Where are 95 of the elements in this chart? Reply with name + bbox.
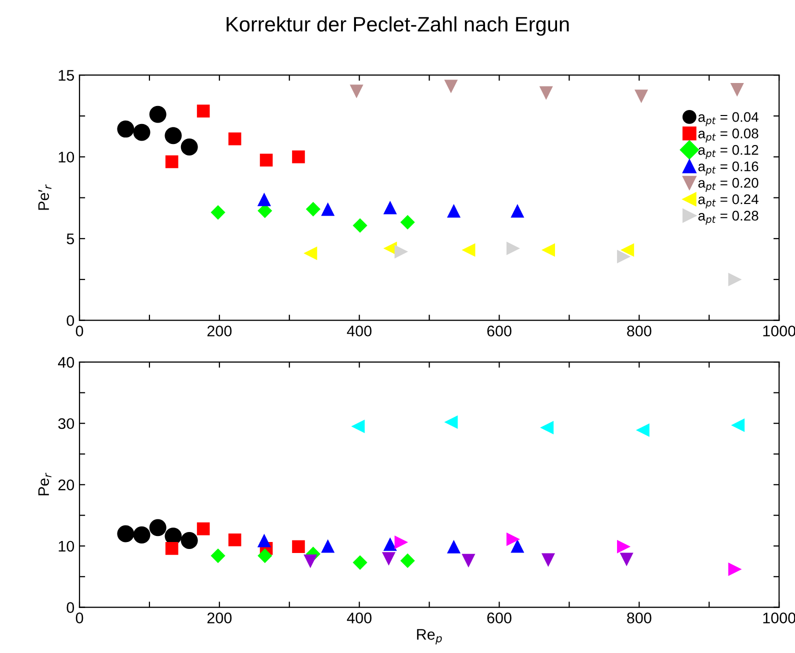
x-axis-title: Re$_{p}$ <box>417 629 442 644</box>
x-tick-label: 1000 <box>763 326 795 336</box>
legend-label: a$_{pt}$ = 0.20 <box>698 178 758 192</box>
legend-label: a$_{pt}$ = 0.04 <box>698 112 758 126</box>
point <box>257 192 271 206</box>
point <box>292 540 305 553</box>
y-axis-title: Pe′$_{r}$ <box>38 184 52 210</box>
point <box>462 243 476 257</box>
point <box>382 552 396 566</box>
point <box>636 423 650 437</box>
legend-label: a$_{pt}$ = 0.12 <box>698 144 758 159</box>
point <box>165 542 178 555</box>
point <box>383 537 397 551</box>
point <box>540 420 554 434</box>
point <box>620 243 634 257</box>
point <box>394 536 408 550</box>
point <box>228 132 242 146</box>
point <box>304 246 318 260</box>
point <box>728 272 742 286</box>
x-tick-label: 800 <box>627 612 652 624</box>
x-tick-label: 400 <box>346 612 372 624</box>
point <box>352 218 368 233</box>
point <box>462 554 476 568</box>
y-tick-label: 0 <box>66 315 74 326</box>
point <box>510 539 524 553</box>
point <box>210 548 226 564</box>
point <box>228 533 242 546</box>
y-tick-label: 40 <box>58 356 74 368</box>
point <box>731 418 745 432</box>
chart-title: Korrektur der Peclet-Zahl nach Ergun <box>226 16 569 36</box>
point <box>510 204 524 218</box>
y-tick-label: 5 <box>66 234 74 244</box>
point <box>165 155 178 168</box>
x-tick-label: 600 <box>487 326 512 336</box>
point <box>257 534 271 548</box>
x-tick-label: 800 <box>627 326 652 336</box>
point <box>258 548 272 564</box>
y-tick-label: 30 <box>58 418 74 430</box>
point <box>394 244 408 258</box>
point <box>260 154 273 167</box>
point <box>506 242 520 256</box>
point <box>444 80 458 94</box>
x-tick-label: 600 <box>487 612 512 624</box>
point <box>180 138 198 156</box>
point <box>351 420 365 434</box>
point <box>447 540 461 554</box>
x-tick-label: 1000 <box>763 612 795 624</box>
y-tick-label: 0 <box>66 602 74 613</box>
point <box>149 519 166 536</box>
point <box>730 83 744 97</box>
point <box>196 522 210 536</box>
point <box>292 150 305 164</box>
point <box>444 415 458 429</box>
point <box>617 540 631 554</box>
point <box>210 205 226 220</box>
point <box>634 90 648 104</box>
point <box>350 84 364 98</box>
point <box>383 200 397 214</box>
y-tick-label: 15 <box>58 70 74 81</box>
x-tick-label: 200 <box>207 326 232 336</box>
legend-label: a$_{pt}$ = 0.08 <box>698 128 758 143</box>
x-tick-label: 0 <box>76 612 84 624</box>
y-tick-label: 10 <box>58 540 74 552</box>
y-tick-label: 20 <box>58 480 74 490</box>
point <box>541 553 555 567</box>
point <box>117 120 134 138</box>
legend-label: a$_{pt}$ = 0.16 <box>698 161 758 176</box>
point <box>506 532 520 546</box>
legend-label: a$_{pt}$ = 0.28 <box>698 210 758 225</box>
x-tick-label: 400 <box>346 326 372 336</box>
legend-label: a$_{pt}$ = 0.24 <box>698 194 758 208</box>
point <box>304 554 318 568</box>
point <box>180 532 198 549</box>
point <box>447 204 461 218</box>
x-tick-label: 0 <box>76 326 84 336</box>
y-axis-title: Pe$_{r}$ <box>38 472 52 496</box>
point <box>164 127 182 144</box>
point <box>133 124 150 141</box>
point <box>196 104 210 118</box>
point <box>149 106 166 123</box>
point <box>541 243 555 257</box>
point <box>133 526 150 544</box>
point <box>306 202 320 216</box>
point <box>620 552 634 566</box>
point <box>728 562 742 576</box>
y-tick-label: 10 <box>58 152 74 163</box>
point <box>400 214 415 230</box>
point <box>321 202 335 216</box>
point <box>617 250 631 264</box>
x-tick-label: 200 <box>207 612 232 624</box>
point <box>117 525 134 542</box>
point <box>539 86 553 100</box>
point <box>400 553 415 568</box>
point <box>352 555 368 570</box>
point <box>321 539 335 553</box>
